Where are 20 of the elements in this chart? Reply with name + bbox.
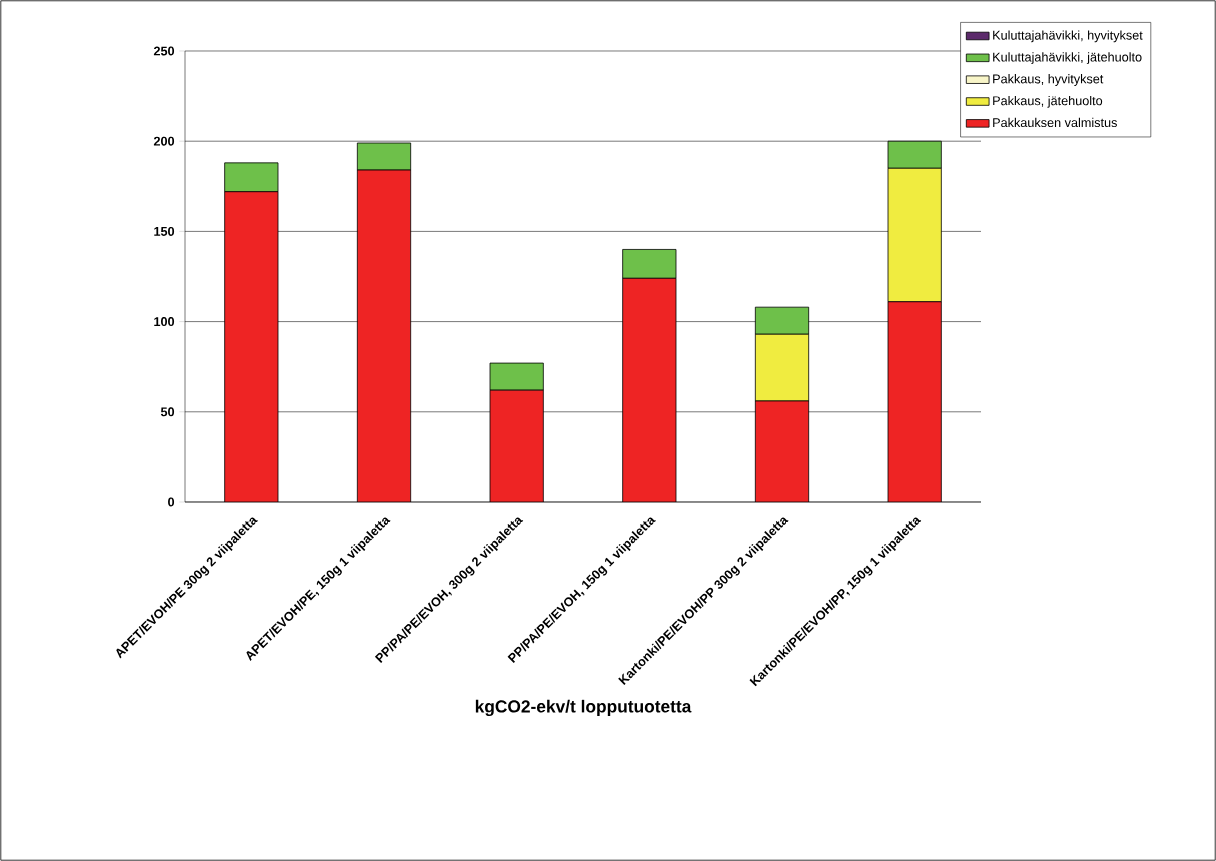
bar xyxy=(489,362,544,391)
bar xyxy=(224,191,279,502)
bar xyxy=(622,249,677,279)
x-axis-title: kgCO2-ekv/t lopputuotetta xyxy=(475,699,692,717)
y-tick-label: 100 xyxy=(154,317,175,327)
y-tick-label: 250 xyxy=(153,46,175,56)
y-tick-label: 200 xyxy=(153,136,175,146)
legend-label: Pakkaus, jätehuolto xyxy=(993,95,1103,108)
y-tick-label: 0 xyxy=(168,497,175,507)
bar xyxy=(356,169,412,502)
legend-label: Pakkaus, hyvitykset xyxy=(993,74,1104,86)
y-tick-label: 150 xyxy=(154,226,175,236)
bar xyxy=(887,301,942,502)
bar xyxy=(754,400,810,502)
bar xyxy=(622,277,677,502)
bar xyxy=(489,389,544,502)
legend-label: Pakkauksen valmistus xyxy=(993,117,1117,128)
legend-label: Kuluttajahävikki, jätehuolto xyxy=(993,52,1142,65)
legend-label: Kuluttajahävikki, hyvitykset xyxy=(993,30,1143,43)
y-tick-label: 50 xyxy=(160,407,175,417)
